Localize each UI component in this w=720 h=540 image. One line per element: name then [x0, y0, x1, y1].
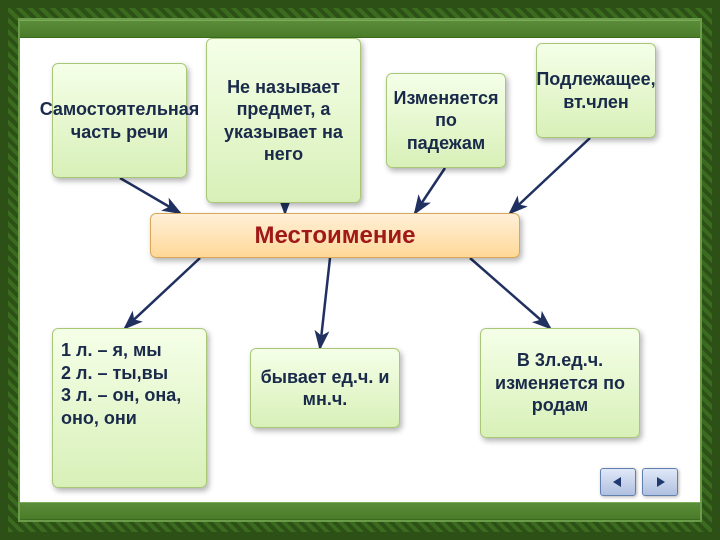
box-text: Изменяется по падежам — [394, 87, 499, 155]
box-persons: 1 л. – я, мы 2 л. – ты,вы 3 л. – он, она… — [52, 328, 207, 488]
box-independent-part: Самостоятельная часть речи — [52, 63, 187, 178]
box-text: Самостоятельная часть речи — [40, 98, 200, 143]
box-text: бывает ед.ч. и мн.ч. — [259, 366, 391, 411]
next-button[interactable] — [642, 468, 678, 496]
box-points-to-object: Не называет предмет, а указывает на него — [206, 38, 361, 203]
box-number: бывает ед.ч. и мн.ч. — [250, 348, 400, 428]
arrow-left-icon — [609, 475, 627, 489]
center-text: Местоимение — [255, 222, 416, 250]
box-text: Не называет предмет, а указывает на него — [215, 76, 352, 166]
box-text: 1 л. – я, мы 2 л. – ты,вы 3 л. – он, она… — [61, 339, 198, 429]
top-strip — [20, 20, 700, 38]
outer-frame: Самостоятельная часть речи Не называет п… — [0, 0, 720, 540]
box-subject: Подлежащее, вт.член — [536, 43, 656, 138]
pattern-border: Самостоятельная часть речи Не называет п… — [8, 8, 712, 532]
box-pronoun-center: Местоимение — [150, 213, 520, 258]
canvas: Самостоятельная часть речи Не называет п… — [20, 38, 700, 502]
arrow-right-icon — [651, 475, 669, 489]
inner-frame: Самостоятельная часть речи Не называет п… — [18, 18, 702, 522]
box-text: Подлежащее, вт.член — [536, 68, 655, 113]
box-gender: В 3л.ед.ч. изменяется по родам — [480, 328, 640, 438]
box-text: В 3л.ед.ч. изменяется по родам — [489, 349, 631, 417]
bottom-strip — [20, 502, 700, 520]
nav-buttons — [600, 468, 678, 496]
prev-button[interactable] — [600, 468, 636, 496]
box-changes-by-case: Изменяется по падежам — [386, 73, 506, 168]
